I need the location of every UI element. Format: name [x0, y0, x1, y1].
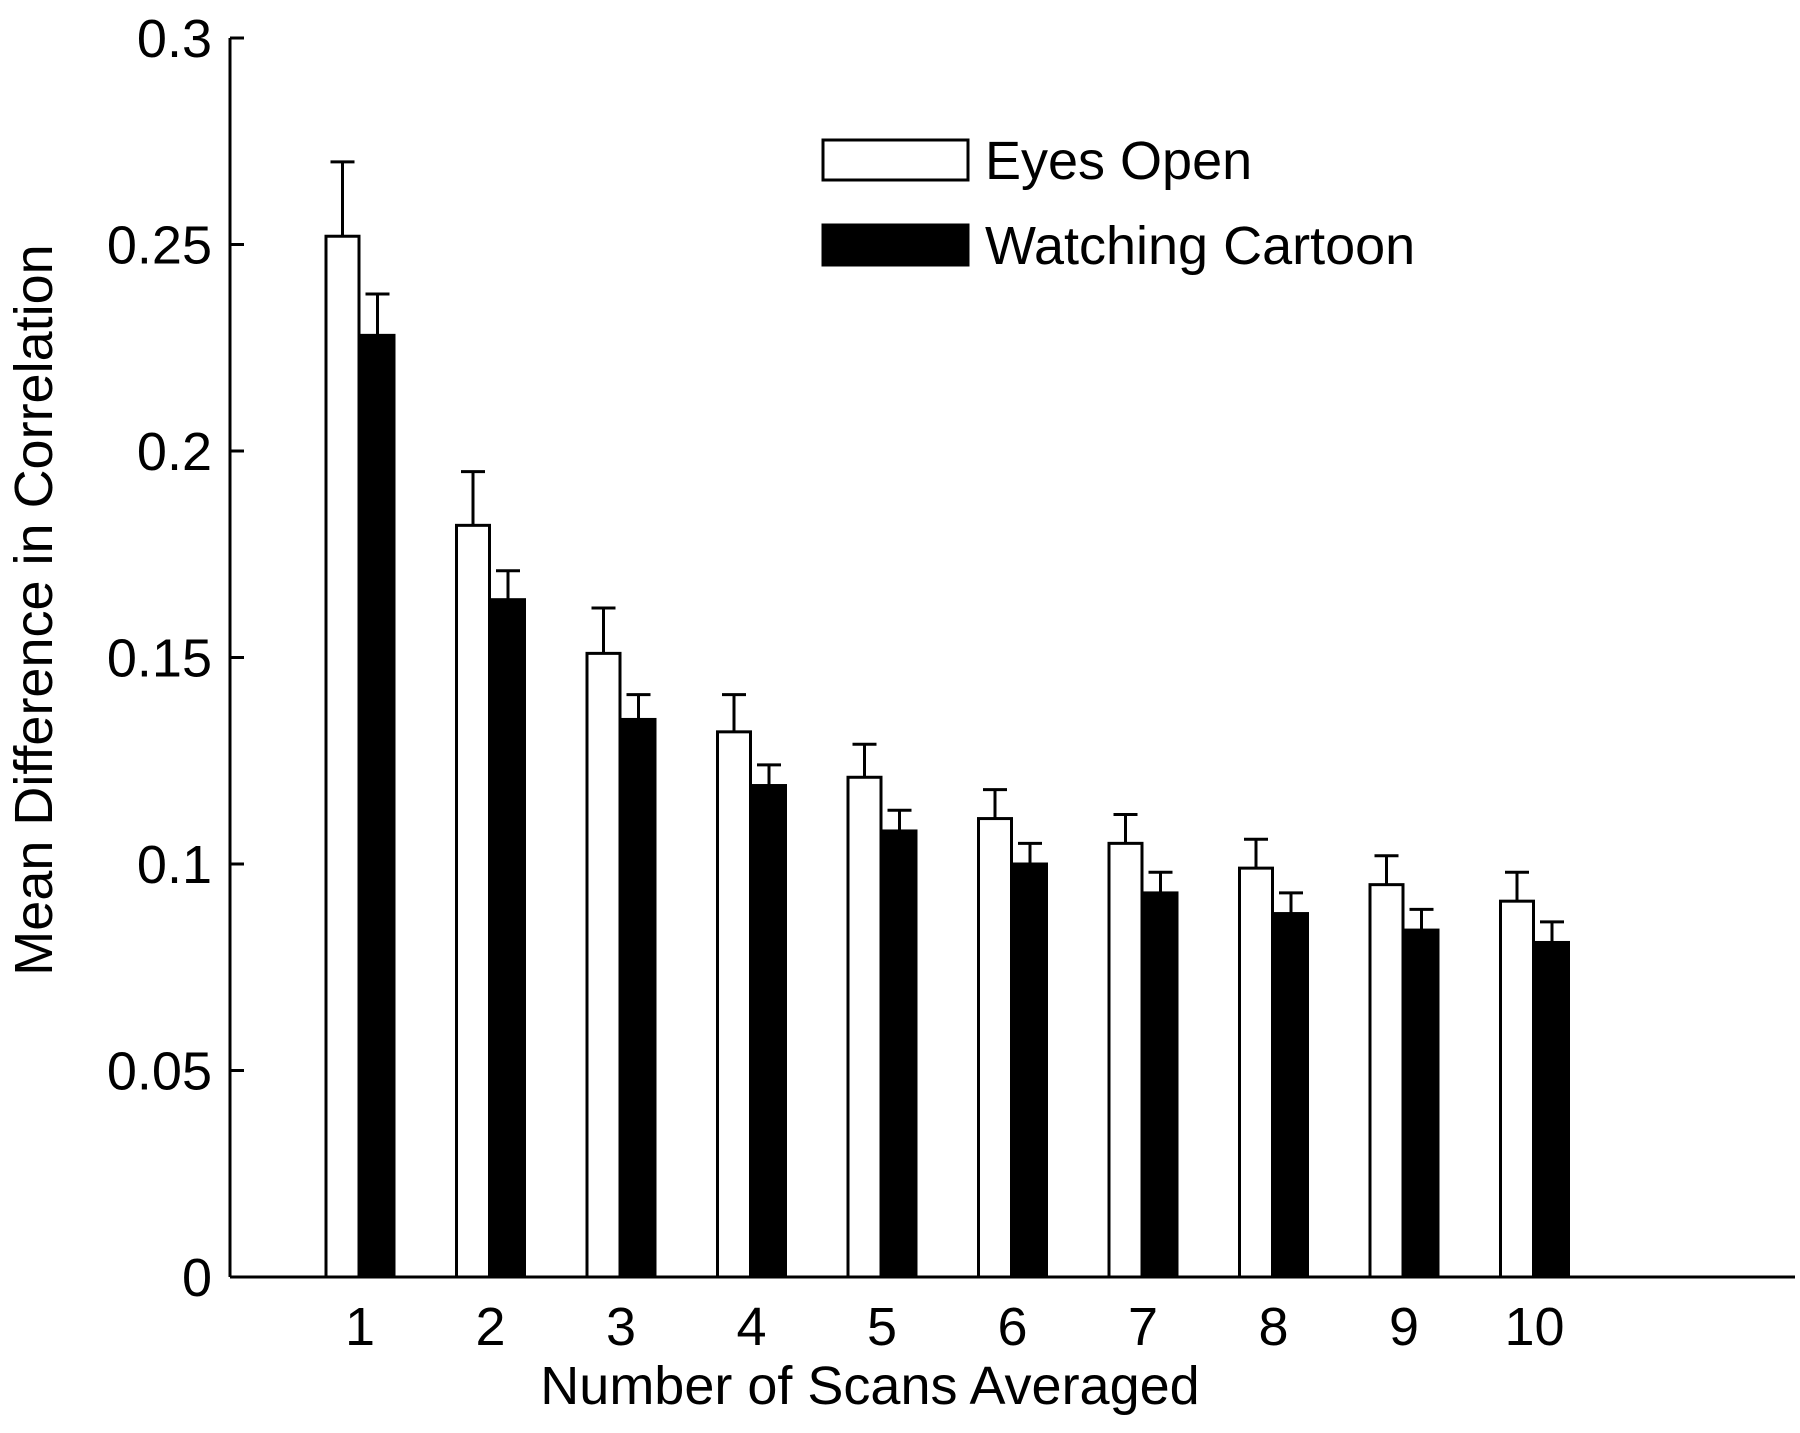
y-tick-label: 0.1 [137, 835, 212, 895]
bar-watching-cartoon [1142, 891, 1179, 1279]
y-tick-label: 0.25 [107, 216, 212, 276]
bar-watching-cartoon [751, 784, 787, 1279]
y-tick-label: 0 [182, 1248, 212, 1308]
legend: Eyes Open Watching Cartoon [821, 131, 1415, 276]
bar-eyes-open [455, 523, 491, 1279]
y-ticks: 0 0.05 0.1 0.15 0.2 0.25 0.3 [107, 9, 244, 1308]
x-tick-label: 8 [1258, 1297, 1288, 1357]
bar-watching-cartoon [1273, 912, 1309, 1279]
bar-eyes-open [324, 234, 361, 1279]
bar-eyes-open [846, 775, 883, 1279]
bar-eyes-open [977, 817, 1013, 1279]
x-axis-title: Number of Scans Averaged [540, 1356, 1199, 1416]
legend-swatch-eyes-open [821, 138, 970, 182]
legend-label-eyes-open: Eyes Open [985, 131, 1252, 191]
bar-watching-cartoon [1403, 928, 1440, 1279]
x-tick-label: 2 [475, 1297, 505, 1357]
bar-eyes-open [716, 730, 752, 1279]
bar-eyes-open [1499, 899, 1535, 1279]
bar-watching-cartoon [1534, 940, 1570, 1279]
x-tick-label: 4 [736, 1297, 766, 1357]
x-tick-label: 3 [606, 1297, 636, 1357]
x-ticks: 1 2 3 4 5 6 7 8 9 10 [345, 1263, 1565, 1357]
bar-eyes-open [1107, 841, 1144, 1279]
y-tick-label: 0.05 [107, 1042, 212, 1102]
bar-watching-cartoon [620, 717, 657, 1279]
legend-swatch-watching-cartoon [821, 223, 970, 267]
bars-layer [324, 160, 1570, 1279]
legend-label-watching-cartoon: Watching Cartoon [985, 216, 1415, 276]
y-tick-label: 0.15 [107, 629, 212, 689]
x-tick-label: 7 [1128, 1297, 1158, 1357]
y-tick-label: 0.3 [137, 9, 212, 69]
bar-watching-cartoon [490, 598, 526, 1279]
bar-eyes-open [585, 651, 622, 1279]
x-tick-label: 5 [867, 1297, 897, 1357]
x-tick-label: 10 [1504, 1297, 1564, 1357]
y-tick-label: 0.2 [137, 422, 212, 482]
bar-watching-cartoon [1012, 862, 1048, 1279]
bar-watching-cartoon [881, 829, 918, 1279]
bar-eyes-open [1238, 866, 1274, 1279]
x-tick-label: 6 [997, 1297, 1027, 1357]
x-tick-label: 1 [345, 1297, 375, 1357]
y-axis-title: Mean Difference in Correlation [4, 244, 64, 975]
bar-eyes-open [1368, 883, 1405, 1279]
x-tick-label: 9 [1389, 1297, 1419, 1357]
bar-watching-cartoon [359, 333, 396, 1279]
